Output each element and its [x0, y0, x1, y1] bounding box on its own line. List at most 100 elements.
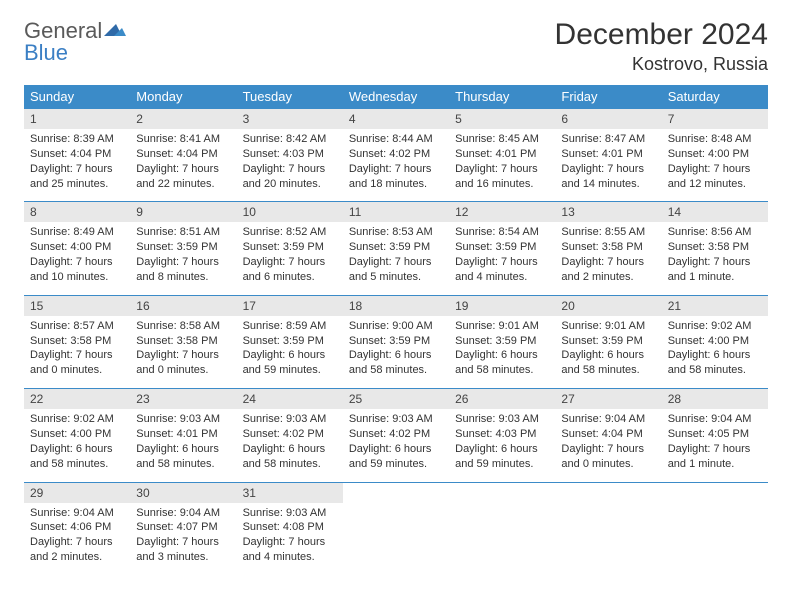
logo-line2: Blue — [24, 40, 68, 66]
day-content: Sunrise: 9:04 AMSunset: 4:07 PMDaylight:… — [130, 503, 236, 575]
day-content: Sunrise: 8:39 AMSunset: 4:04 PMDaylight:… — [24, 129, 130, 201]
sunset-text: Sunset: 3:59 PM — [561, 334, 655, 349]
daylight-text-1: Daylight: 6 hours — [349, 442, 443, 457]
sunrise-text: Sunrise: 9:04 AM — [561, 412, 655, 427]
daylight-text-2: and 0 minutes. — [561, 457, 655, 472]
sunset-text: Sunset: 4:02 PM — [243, 427, 337, 442]
day-number: 6 — [555, 109, 661, 129]
day-content: Sunrise: 8:54 AMSunset: 3:59 PMDaylight:… — [449, 222, 555, 294]
day-content: Sunrise: 8:58 AMSunset: 3:58 PMDaylight:… — [130, 316, 236, 388]
daylight-text-2: and 18 minutes. — [349, 177, 443, 192]
calendar-day-cell: 7Sunrise: 8:48 AMSunset: 4:00 PMDaylight… — [662, 109, 768, 202]
daylight-text-2: and 1 minute. — [668, 270, 762, 285]
sunset-text: Sunset: 4:01 PM — [455, 147, 549, 162]
day-content: Sunrise: 8:57 AMSunset: 3:58 PMDaylight:… — [24, 316, 130, 388]
day-content: Sunrise: 8:44 AMSunset: 4:02 PMDaylight:… — [343, 129, 449, 201]
daylight-text-2: and 0 minutes. — [30, 363, 124, 378]
day-header: Sunday — [24, 85, 130, 109]
sunrise-text: Sunrise: 9:03 AM — [243, 412, 337, 427]
day-content: Sunrise: 8:51 AMSunset: 3:59 PMDaylight:… — [130, 222, 236, 294]
sunset-text: Sunset: 3:59 PM — [243, 334, 337, 349]
daylight-text-2: and 6 minutes. — [243, 270, 337, 285]
daylight-text-1: Daylight: 7 hours — [30, 535, 124, 550]
day-number: 28 — [662, 389, 768, 409]
day-content: Sunrise: 8:41 AMSunset: 4:04 PMDaylight:… — [130, 129, 236, 201]
daylight-text-1: Daylight: 7 hours — [30, 255, 124, 270]
calendar-day-cell: 23Sunrise: 9:03 AMSunset: 4:01 PMDayligh… — [130, 389, 236, 482]
calendar-day-cell: 5Sunrise: 8:45 AMSunset: 4:01 PMDaylight… — [449, 109, 555, 202]
sunrise-text: Sunrise: 9:02 AM — [668, 319, 762, 334]
calendar-empty-cell — [449, 482, 555, 575]
calendar-day-cell: 27Sunrise: 9:04 AMSunset: 4:04 PMDayligh… — [555, 389, 661, 482]
header: General December 2024 Kostrovo, Russia — [24, 18, 768, 75]
sunrise-text: Sunrise: 8:57 AM — [30, 319, 124, 334]
sunrise-text: Sunrise: 8:47 AM — [561, 132, 655, 147]
sunset-text: Sunset: 4:00 PM — [30, 240, 124, 255]
calendar-body: 1Sunrise: 8:39 AMSunset: 4:04 PMDaylight… — [24, 109, 768, 575]
calendar-day-cell: 11Sunrise: 8:53 AMSunset: 3:59 PMDayligh… — [343, 202, 449, 295]
sunset-text: Sunset: 3:59 PM — [455, 240, 549, 255]
day-content: Sunrise: 9:01 AMSunset: 3:59 PMDaylight:… — [449, 316, 555, 388]
day-content: Sunrise: 9:03 AMSunset: 4:02 PMDaylight:… — [343, 409, 449, 481]
daylight-text-2: and 2 minutes. — [561, 270, 655, 285]
daylight-text-2: and 22 minutes. — [136, 177, 230, 192]
daylight-text-1: Daylight: 6 hours — [561, 348, 655, 363]
sunset-text: Sunset: 3:59 PM — [455, 334, 549, 349]
sunrise-text: Sunrise: 9:01 AM — [561, 319, 655, 334]
day-content: Sunrise: 8:49 AMSunset: 4:00 PMDaylight:… — [24, 222, 130, 294]
calendar-day-cell: 21Sunrise: 9:02 AMSunset: 4:00 PMDayligh… — [662, 295, 768, 388]
daylight-text-1: Daylight: 7 hours — [668, 162, 762, 177]
day-number: 8 — [24, 202, 130, 222]
day-number: 20 — [555, 296, 661, 316]
day-number: 26 — [449, 389, 555, 409]
calendar-week-row: 8Sunrise: 8:49 AMSunset: 4:00 PMDaylight… — [24, 202, 768, 295]
day-header: Thursday — [449, 85, 555, 109]
sunrise-text: Sunrise: 8:53 AM — [349, 225, 443, 240]
sunset-text: Sunset: 3:59 PM — [349, 334, 443, 349]
day-content: Sunrise: 9:03 AMSunset: 4:01 PMDaylight:… — [130, 409, 236, 481]
calendar-day-cell: 29Sunrise: 9:04 AMSunset: 4:06 PMDayligh… — [24, 482, 130, 575]
calendar-day-cell: 18Sunrise: 9:00 AMSunset: 3:59 PMDayligh… — [343, 295, 449, 388]
sunrise-text: Sunrise: 8:54 AM — [455, 225, 549, 240]
daylight-text-2: and 3 minutes. — [136, 550, 230, 565]
calendar-day-cell: 16Sunrise: 8:58 AMSunset: 3:58 PMDayligh… — [130, 295, 236, 388]
daylight-text-2: and 8 minutes. — [136, 270, 230, 285]
daylight-text-1: Daylight: 7 hours — [30, 162, 124, 177]
sunset-text: Sunset: 4:03 PM — [455, 427, 549, 442]
logo-triangle-icon — [104, 20, 126, 43]
daylight-text-1: Daylight: 6 hours — [136, 442, 230, 457]
daylight-text-2: and 58 minutes. — [561, 363, 655, 378]
day-number: 9 — [130, 202, 236, 222]
calendar-day-cell: 14Sunrise: 8:56 AMSunset: 3:58 PMDayligh… — [662, 202, 768, 295]
daylight-text-2: and 58 minutes. — [668, 363, 762, 378]
daylight-text-2: and 12 minutes. — [668, 177, 762, 192]
sunset-text: Sunset: 3:58 PM — [136, 334, 230, 349]
sunrise-text: Sunrise: 8:44 AM — [349, 132, 443, 147]
sunset-text: Sunset: 4:01 PM — [136, 427, 230, 442]
daylight-text-2: and 0 minutes. — [136, 363, 230, 378]
day-content: Sunrise: 8:48 AMSunset: 4:00 PMDaylight:… — [662, 129, 768, 201]
sunset-text: Sunset: 4:04 PM — [136, 147, 230, 162]
day-number: 14 — [662, 202, 768, 222]
daylight-text-1: Daylight: 6 hours — [349, 348, 443, 363]
day-content: Sunrise: 8:55 AMSunset: 3:58 PMDaylight:… — [555, 222, 661, 294]
sunset-text: Sunset: 3:59 PM — [136, 240, 230, 255]
day-content: Sunrise: 9:00 AMSunset: 3:59 PMDaylight:… — [343, 316, 449, 388]
day-number: 4 — [343, 109, 449, 129]
daylight-text-1: Daylight: 7 hours — [136, 255, 230, 270]
calendar-day-cell: 8Sunrise: 8:49 AMSunset: 4:00 PMDaylight… — [24, 202, 130, 295]
sunset-text: Sunset: 4:04 PM — [30, 147, 124, 162]
daylight-text-1: Daylight: 7 hours — [30, 348, 124, 363]
sunset-text: Sunset: 4:03 PM — [243, 147, 337, 162]
day-number: 7 — [662, 109, 768, 129]
daylight-text-2: and 25 minutes. — [30, 177, 124, 192]
day-content: Sunrise: 9:04 AMSunset: 4:05 PMDaylight:… — [662, 409, 768, 481]
daylight-text-2: and 2 minutes. — [30, 550, 124, 565]
day-content: Sunrise: 9:03 AMSunset: 4:02 PMDaylight:… — [237, 409, 343, 481]
calendar-day-cell: 17Sunrise: 8:59 AMSunset: 3:59 PMDayligh… — [237, 295, 343, 388]
daylight-text-1: Daylight: 6 hours — [30, 442, 124, 457]
day-content: Sunrise: 8:42 AMSunset: 4:03 PMDaylight:… — [237, 129, 343, 201]
daylight-text-2: and 58 minutes. — [243, 457, 337, 472]
sunrise-text: Sunrise: 8:41 AM — [136, 132, 230, 147]
day-header: Friday — [555, 85, 661, 109]
